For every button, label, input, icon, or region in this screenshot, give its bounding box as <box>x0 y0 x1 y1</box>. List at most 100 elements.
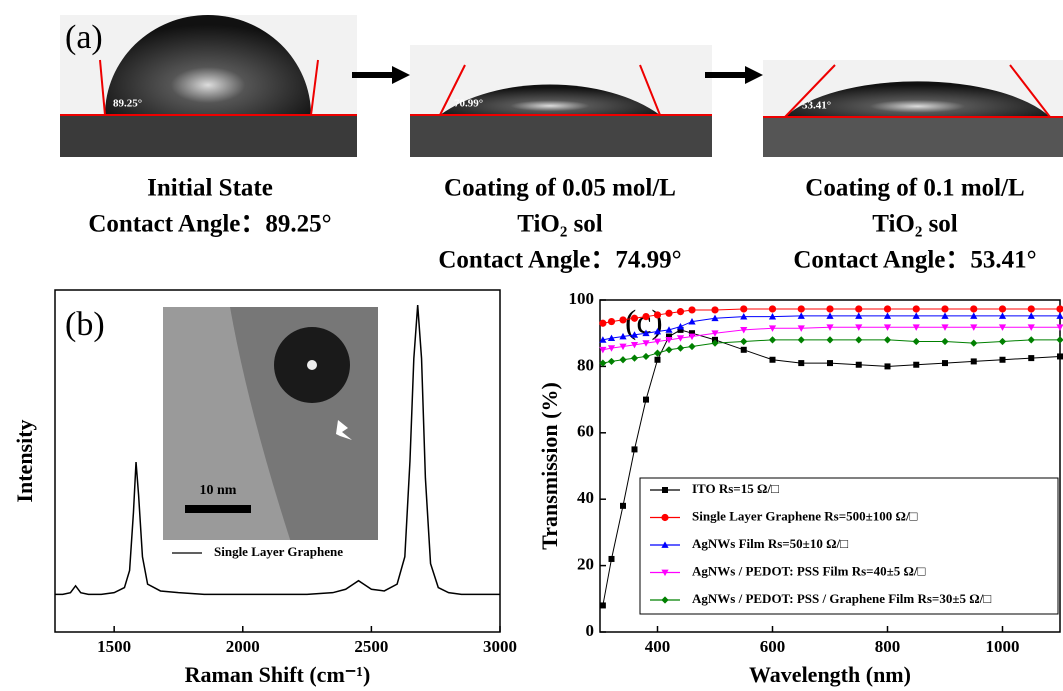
marker <box>797 325 805 332</box>
marker <box>941 324 949 331</box>
marker <box>643 396 649 403</box>
marker <box>676 322 685 330</box>
marker <box>676 308 685 316</box>
marker <box>630 341 639 349</box>
marker <box>998 337 1007 346</box>
marker <box>797 312 805 319</box>
marker <box>630 314 639 322</box>
marker <box>970 305 978 313</box>
x-axis-label: Wavelength (nm) <box>749 662 911 687</box>
y-tick-label: 80 <box>577 355 594 374</box>
marker <box>689 330 695 337</box>
y-axis-label: Intensity <box>12 419 37 502</box>
y-tick-label: 100 <box>569 289 595 308</box>
marker <box>665 309 673 317</box>
legend-box <box>639 477 1059 615</box>
x-axis-label: Raman Shift (cm⁻¹) <box>185 662 371 687</box>
marker <box>883 324 892 331</box>
marker <box>653 311 662 319</box>
legend-label: AgNWs Film Rs=50±10 Ω/□ <box>692 536 848 551</box>
marker <box>883 305 892 313</box>
marker <box>711 330 719 337</box>
scale-bar-label: 10 nm <box>200 483 237 498</box>
marker <box>642 352 650 361</box>
tem-inset <box>163 307 378 570</box>
marker <box>711 306 719 314</box>
marker <box>768 336 777 344</box>
marker <box>599 359 607 367</box>
caption: Contact Angle：74.99° <box>438 247 681 274</box>
marker <box>826 336 834 344</box>
marker <box>768 313 777 320</box>
plot-frame <box>599 299 1061 633</box>
marker <box>912 337 920 346</box>
legend-label: AgNWs / PEDOT: PSS Film Rs=40±5 Ω/□ <box>692 563 926 578</box>
marker <box>826 305 834 313</box>
marker <box>913 361 920 368</box>
x-tick-label: 1000 <box>986 637 1020 656</box>
photo-2 <box>410 45 712 157</box>
marker <box>711 339 719 347</box>
marker <box>912 312 920 319</box>
photo-3 <box>763 60 1063 157</box>
marker <box>941 305 949 313</box>
arrow <box>352 66 410 84</box>
marker <box>998 305 1007 313</box>
marker <box>631 446 638 453</box>
marker <box>941 312 949 319</box>
caption: TiO₂ sol <box>517 211 603 238</box>
marker <box>797 336 805 344</box>
marker <box>1056 305 1063 313</box>
marker <box>1056 312 1063 319</box>
caption: Contact Angle：53.41° <box>793 247 1036 274</box>
marker <box>654 356 661 363</box>
legend-label: AgNWs / PEDOT: PSS / Graphene Film Rs=30… <box>692 591 991 606</box>
marker <box>653 327 662 335</box>
marker <box>676 344 685 352</box>
x-tick-label: 1500 <box>97 637 131 656</box>
marker <box>1028 355 1035 362</box>
y-axis-label: Transmission (%) <box>537 382 562 550</box>
y-tick-label: 20 <box>577 555 594 574</box>
marker <box>740 337 748 346</box>
marker <box>970 358 977 365</box>
legend-label: Single Layer Graphene <box>214 544 343 559</box>
marker <box>998 324 1007 331</box>
panel-label: (a) <box>65 19 103 56</box>
angle-label: 89.25° <box>113 98 142 110</box>
marker <box>630 331 639 338</box>
marker <box>688 342 696 351</box>
plot-frame <box>54 289 501 633</box>
marker <box>826 324 834 331</box>
marker <box>665 346 673 354</box>
marker <box>599 602 606 609</box>
marker <box>620 502 626 509</box>
marker <box>826 312 834 319</box>
marker <box>970 324 978 331</box>
y-tick-label: 0 <box>586 621 595 640</box>
marker <box>942 360 948 367</box>
marker <box>688 317 696 325</box>
marker <box>999 356 1006 363</box>
y-tick-label: 60 <box>577 422 594 441</box>
x-tick-label: 3000 <box>483 637 517 656</box>
marker <box>642 329 650 337</box>
marker <box>797 305 805 313</box>
marker <box>711 314 719 322</box>
legend-label: ITO Rs=15 Ω/□ <box>692 481 779 496</box>
marker <box>662 487 668 493</box>
data-line <box>602 326 1060 351</box>
marker <box>599 346 607 354</box>
marker <box>1057 353 1063 360</box>
caption: TiO₂ sol <box>872 211 958 238</box>
angle-label: 70.99° <box>454 98 483 110</box>
marker <box>666 333 672 340</box>
marker <box>661 541 669 548</box>
marker <box>1027 305 1035 313</box>
marker <box>1027 312 1035 319</box>
marker <box>941 337 949 346</box>
marker <box>855 305 863 313</box>
marker <box>630 354 639 362</box>
marker <box>665 336 673 344</box>
